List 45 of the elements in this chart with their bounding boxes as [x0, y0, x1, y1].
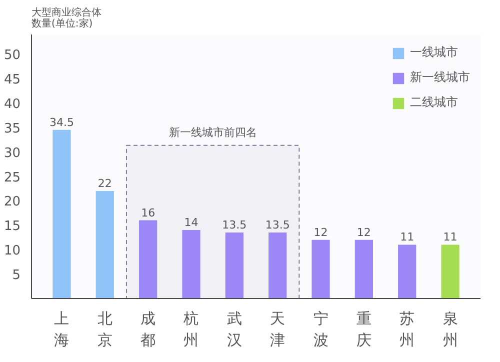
bar — [182, 230, 200, 298]
bar — [312, 240, 330, 298]
data-label: 16 — [141, 206, 156, 220]
y-tick-label: 5 — [12, 268, 21, 284]
y-tick-label: 35 — [4, 121, 21, 136]
y-tick-label: 20 — [4, 194, 21, 210]
y-tick-label: 40 — [4, 96, 21, 112]
x-tick-label: 杭州 — [182, 310, 199, 350]
bar — [354, 240, 373, 298]
data-label: 11 — [443, 230, 458, 244]
bar — [398, 244, 416, 298]
data-label: 12 — [314, 226, 328, 239]
x-tick-label: 天津 — [270, 310, 286, 350]
y-tick-label: 45 — [4, 72, 21, 88]
y-tick-label: 50 — [4, 48, 21, 64]
x-tick-label: 重庆 — [356, 310, 372, 350]
bar — [139, 220, 158, 298]
band-label: 新一线城市前四名 — [168, 126, 257, 139]
x-tick-label: 上海 — [54, 310, 70, 350]
x-tick-label: 武汉 — [226, 310, 242, 350]
x-tick-label: 泉州 — [442, 310, 458, 350]
y-tick-label: 15 — [4, 219, 21, 234]
y-tick-label: 30 — [4, 146, 21, 161]
x-tick-label: 北京 — [97, 310, 112, 350]
legend-label: 新一线城市 — [410, 69, 470, 86]
x-tick-label: 苏州 — [400, 310, 415, 350]
y-tick-label: 25 — [4, 170, 21, 186]
data-label: 22 — [98, 176, 112, 190]
data-label: 11 — [400, 230, 414, 244]
data-label: 34.5 — [49, 116, 74, 129]
data-label: 13.5 — [265, 218, 290, 232]
x-tick-label: 成都 — [140, 310, 156, 350]
data-label: 14 — [184, 216, 198, 230]
bar — [441, 244, 460, 298]
legend-label: 二线城市 — [410, 94, 458, 111]
legend-label: 一线城市 — [410, 44, 458, 61]
bar — [96, 190, 114, 298]
data-label: 13.5 — [222, 218, 247, 232]
bar — [225, 232, 244, 298]
y-tick-label: 10 — [4, 244, 21, 259]
bar — [52, 130, 71, 298]
data-label: 12 — [356, 226, 371, 239]
bar — [268, 232, 287, 298]
y-axis-title: 大型商业综合体数量(单位:家) — [32, 6, 102, 30]
x-tick-label: 宁波 — [313, 310, 328, 350]
